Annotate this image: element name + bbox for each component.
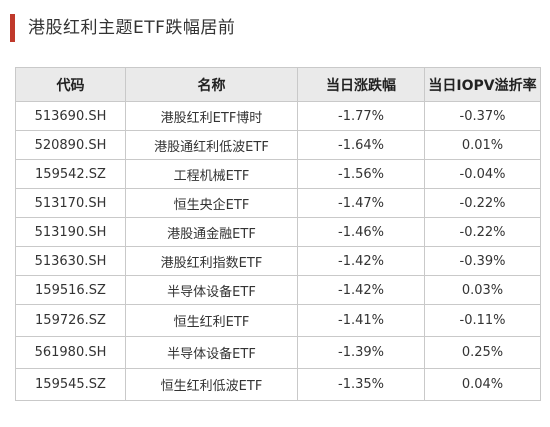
- table-row: 561980.SH 半导体设备ETF -1.39% 0.25%: [15, 336, 541, 369]
- header-name: 名称: [125, 67, 298, 102]
- table-header-row: 代码 名称 当日涨跌幅 当日IOPV溢折率: [15, 67, 541, 102]
- cell-iopv-premium: 0.04%: [424, 368, 541, 401]
- header-code: 代码: [15, 67, 126, 102]
- table-row: 159542.SZ 工程机械ETF -1.56% -0.04%: [15, 159, 541, 189]
- cell-code: 513630.SH: [15, 246, 126, 276]
- table-row: 513690.SH 港股红利ETF博时 -1.77% -0.37%: [15, 101, 541, 131]
- cell-daily-change: -1.35%: [297, 368, 425, 401]
- cell-iopv-premium: -0.22%: [424, 217, 541, 247]
- cell-name: 港股通红利低波ETF: [125, 130, 298, 160]
- cell-code: 520890.SH: [15, 130, 126, 160]
- table-row: 513190.SH 港股通金融ETF -1.46% -0.22%: [15, 217, 541, 247]
- page-title: 港股红利主题ETF跌幅居前: [28, 18, 236, 38]
- cell-daily-change: -1.77%: [297, 101, 425, 131]
- etf-table: 代码 名称 当日涨跌幅 当日IOPV溢折率 513690.SH 港股红利ETF博…: [15, 67, 541, 401]
- cell-code: 561980.SH: [15, 336, 126, 369]
- cell-name: 港股红利ETF博时: [125, 101, 298, 131]
- cell-daily-change: -1.56%: [297, 159, 425, 189]
- cell-code: 513690.SH: [15, 101, 126, 131]
- cell-iopv-premium: -0.39%: [424, 246, 541, 276]
- cell-code: 159516.SZ: [15, 275, 126, 305]
- table-row: 513630.SH 港股红利指数ETF -1.42% -0.39%: [15, 246, 541, 276]
- cell-code: 513170.SH: [15, 188, 126, 218]
- cell-code: 159545.SZ: [15, 368, 126, 401]
- cell-iopv-premium: 0.25%: [424, 336, 541, 369]
- header-daily-change: 当日涨跌幅: [297, 67, 425, 102]
- cell-daily-change: -1.47%: [297, 188, 425, 218]
- cell-daily-change: -1.41%: [297, 304, 425, 337]
- cell-iopv-premium: 0.01%: [424, 130, 541, 160]
- title-bar: 港股红利主题ETF跌幅居前: [0, 0, 550, 56]
- cell-daily-change: -1.42%: [297, 275, 425, 305]
- table-row: 513170.SH 恒生央企ETF -1.47% -0.22%: [15, 188, 541, 218]
- cell-iopv-premium: -0.22%: [424, 188, 541, 218]
- cell-daily-change: -1.46%: [297, 217, 425, 247]
- cell-name: 港股红利指数ETF: [125, 246, 298, 276]
- cell-daily-change: -1.39%: [297, 336, 425, 369]
- cell-name: 港股通金融ETF: [125, 217, 298, 247]
- cell-iopv-premium: 0.03%: [424, 275, 541, 305]
- table-row: 520890.SH 港股通红利低波ETF -1.64% 0.01%: [15, 130, 541, 160]
- table-row: 159545.SZ 恒生红利低波ETF -1.35% 0.04%: [15, 368, 541, 401]
- cell-name: 工程机械ETF: [125, 159, 298, 189]
- cell-name: 半导体设备ETF: [125, 275, 298, 305]
- cell-name: 恒生红利低波ETF: [125, 368, 298, 401]
- table-row: 159726.SZ 恒生红利ETF -1.41% -0.11%: [15, 304, 541, 337]
- cell-code: 513190.SH: [15, 217, 126, 247]
- cell-iopv-premium: -0.11%: [424, 304, 541, 337]
- cell-iopv-premium: -0.37%: [424, 101, 541, 131]
- title-accent-bar: [10, 14, 15, 42]
- cell-daily-change: -1.42%: [297, 246, 425, 276]
- cell-iopv-premium: -0.04%: [424, 159, 541, 189]
- cell-daily-change: -1.64%: [297, 130, 425, 160]
- cell-name: 恒生央企ETF: [125, 188, 298, 218]
- cell-code: 159726.SZ: [15, 304, 126, 337]
- header-iopv-premium: 当日IOPV溢折率: [424, 67, 541, 102]
- cell-name: 恒生红利ETF: [125, 304, 298, 337]
- cell-code: 159542.SZ: [15, 159, 126, 189]
- cell-name: 半导体设备ETF: [125, 336, 298, 369]
- table-row: 159516.SZ 半导体设备ETF -1.42% 0.03%: [15, 275, 541, 305]
